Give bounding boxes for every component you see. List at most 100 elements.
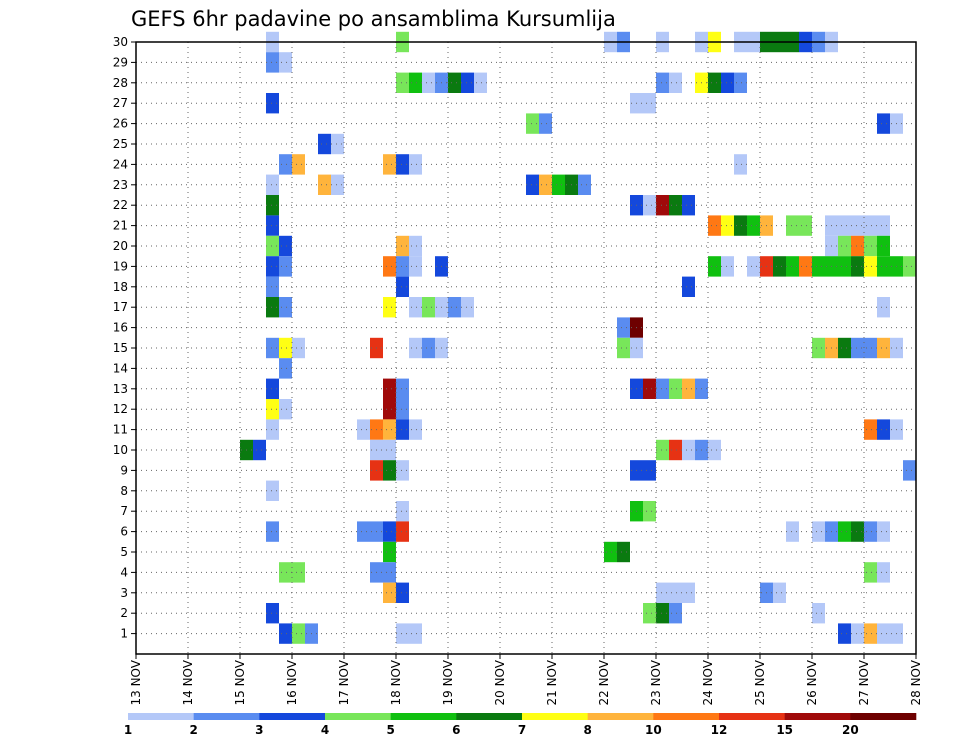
precip-cell xyxy=(864,215,877,236)
precip-cell xyxy=(643,501,656,522)
y-tick-label: 10 xyxy=(113,443,128,457)
precip-cell xyxy=(396,378,409,399)
precip-cell xyxy=(721,256,734,277)
precip-cell xyxy=(864,256,877,277)
y-tick-label: 27 xyxy=(113,96,128,110)
precip-cell xyxy=(669,378,682,399)
y-axis-ticks: 1234567891011121314151617181920212223242… xyxy=(113,35,136,641)
precip-cell xyxy=(669,195,682,216)
precip-cell xyxy=(266,93,279,114)
precip-cell xyxy=(734,72,747,93)
precip-cell xyxy=(656,72,669,93)
colorbar-label: 8 xyxy=(583,723,591,737)
precip-cell xyxy=(838,623,851,644)
precip-cell xyxy=(877,337,890,359)
precip-cell xyxy=(812,337,825,359)
colorbar-swatch xyxy=(850,713,917,720)
precip-cell xyxy=(396,154,409,175)
x-tick-label: 22 NOV xyxy=(597,659,611,705)
y-tick-label: 19 xyxy=(113,259,128,273)
colorbar-label: 10 xyxy=(645,723,662,737)
x-tick-label: 18 NOV xyxy=(389,659,403,705)
precip-cell xyxy=(253,439,266,461)
x-tick-label: 21 NOV xyxy=(545,659,559,705)
precip-cell xyxy=(656,195,669,216)
precip-cell xyxy=(851,337,864,359)
y-tick-label: 30 xyxy=(113,35,128,49)
precip-cell xyxy=(617,541,630,563)
colorbar-legend: 1 2 3 4 5 6 7 8 10 12 15 20 xyxy=(124,713,917,737)
precip-cell xyxy=(851,623,864,644)
precip-cell xyxy=(682,276,695,297)
precip-cell xyxy=(357,521,370,542)
colorbar-swatch xyxy=(784,713,851,720)
x-tick-label: 14 NOV xyxy=(181,659,195,705)
y-tick-label: 14 xyxy=(113,361,128,375)
y-tick-label: 5 xyxy=(120,545,128,559)
precip-cell xyxy=(721,215,734,236)
precip-cell xyxy=(279,562,292,583)
precip-cell xyxy=(266,52,279,73)
precip-cell xyxy=(279,399,292,420)
precip-cell xyxy=(292,562,305,583)
precip-cell xyxy=(877,419,890,440)
precip-cell xyxy=(682,378,695,399)
y-tick-label: 12 xyxy=(113,402,128,416)
y-tick-label: 9 xyxy=(120,463,128,477)
precip-cell xyxy=(383,378,396,399)
precip-cell xyxy=(383,399,396,420)
precip-cell xyxy=(448,72,461,93)
precip-cell xyxy=(786,256,799,277)
precip-cell xyxy=(266,276,279,297)
precip-cell xyxy=(864,419,877,440)
precip-cell xyxy=(279,297,292,318)
precip-cell xyxy=(643,603,656,624)
precip-cell xyxy=(409,235,422,257)
y-tick-label: 16 xyxy=(113,321,128,335)
precip-cell xyxy=(838,337,851,359)
y-tick-label: 2 xyxy=(120,606,128,620)
precip-cell xyxy=(422,72,435,93)
precip-cell xyxy=(851,521,864,542)
precip-cell xyxy=(266,399,279,420)
precip-cell xyxy=(396,72,409,93)
precip-cell xyxy=(383,297,396,318)
precip-cell xyxy=(266,297,279,318)
x-tick-label: 16 NOV xyxy=(285,659,299,705)
y-tick-label: 11 xyxy=(113,423,128,437)
precip-cell xyxy=(643,460,656,481)
precip-cell xyxy=(279,256,292,277)
precip-cell xyxy=(422,337,435,359)
colorbar-label: 6 xyxy=(452,723,460,737)
precip-cell xyxy=(903,256,916,277)
colorbar-swatch xyxy=(719,713,785,720)
precip-cell xyxy=(422,297,435,318)
colorbar-swatch xyxy=(456,713,523,720)
precip-cell xyxy=(266,521,279,542)
precip-cell xyxy=(279,337,292,359)
precip-cell xyxy=(838,235,851,257)
precip-cell xyxy=(461,297,474,318)
precip-cell xyxy=(383,154,396,175)
y-tick-label: 25 xyxy=(113,137,128,151)
colorbar-swatch xyxy=(653,713,720,720)
colorbar-label: 5 xyxy=(386,723,394,737)
colorbar-label: 4 xyxy=(321,723,329,737)
precip-cell xyxy=(708,439,721,461)
y-tick-label: 24 xyxy=(113,157,128,171)
precip-cell xyxy=(396,399,409,420)
precip-cell xyxy=(409,256,422,277)
precip-cell xyxy=(266,235,279,257)
precip-cell xyxy=(578,174,591,195)
precip-cell xyxy=(526,113,539,134)
precip-cell xyxy=(617,337,630,359)
precip-cell xyxy=(903,460,916,481)
precip-cell xyxy=(396,419,409,440)
x-tick-label: 27 NOV xyxy=(857,659,871,705)
precip-cell xyxy=(877,521,890,542)
precip-cell xyxy=(279,623,292,644)
precip-cell xyxy=(656,439,669,461)
precip-cell xyxy=(552,174,565,195)
precip-cell xyxy=(292,623,305,644)
